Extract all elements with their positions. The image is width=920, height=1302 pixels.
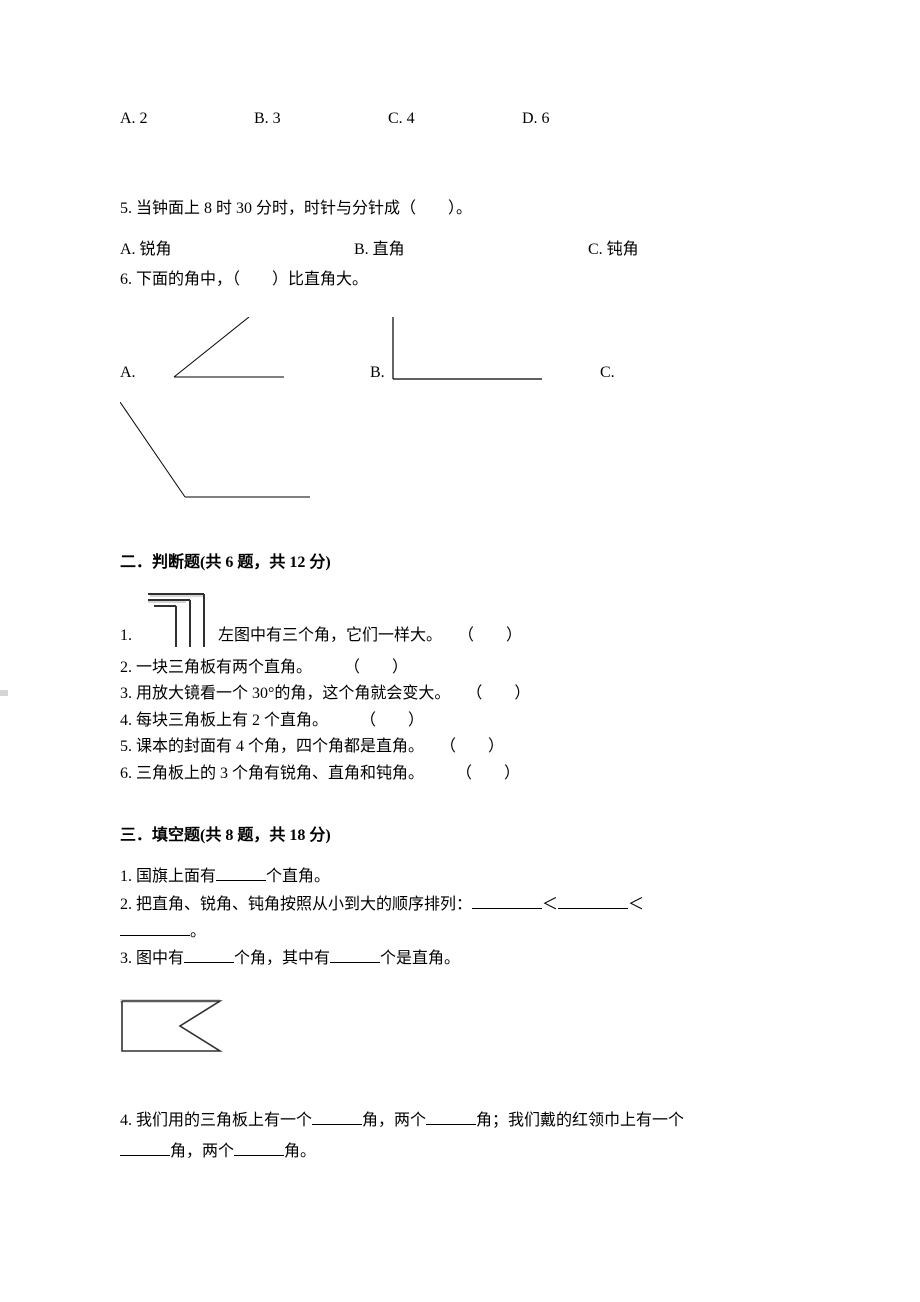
fill-3-c: 个是直角。	[380, 950, 460, 967]
fill-3-b: 个角，其中有	[234, 950, 330, 967]
blank	[234, 1140, 284, 1156]
q5-text: 5. 当钟面上 8 时 30 分时，时针与分针成（ ）。	[120, 198, 800, 220]
fill-2-end: 。	[190, 923, 206, 940]
fill-1: 1. 国旗上面有 个直角。	[120, 865, 800, 888]
fill-3: 3. 图中有 个角，其中有 个是直角。	[120, 947, 800, 970]
judge-5: 5. 课本的封面有 4 个角，四个角都是直角。 （ ）	[120, 736, 800, 758]
blank	[120, 1140, 170, 1156]
fill-4-c: 角；我们戴的红领巾上有一个	[476, 1112, 684, 1129]
fill-4-e: 角。	[284, 1143, 316, 1160]
q4-opt-d: D. 6	[522, 108, 652, 130]
judge-1-num: 1.	[120, 625, 132, 647]
fill-2-line2: 。	[120, 920, 800, 943]
blank	[120, 920, 190, 936]
fill-1-a: 1. 国旗上面有	[120, 868, 216, 885]
fill-2: 2. 把直角、锐角、钝角按照从小到大的顺序排列： ＜ ＜	[120, 893, 800, 916]
q6-label-a: A.	[120, 362, 136, 384]
section3-header: 三．填空题(共 8 题，共 18 分)	[120, 825, 800, 847]
q5-opt-b: B. 直角	[354, 239, 584, 261]
q6-angle-b-icon	[392, 317, 552, 385]
q4-opt-c: C. 4	[388, 108, 518, 130]
q6-angle-a-icon	[144, 317, 294, 382]
section2-header: 二．判断题(共 6 题，共 12 分)	[120, 552, 800, 574]
fill-2-a: 2. 把直角、锐角、钝角按照从小到大的顺序排列：	[120, 896, 472, 913]
fill-3-a: 3. 图中有	[120, 950, 184, 967]
judge-1: 1. 左图中有三个角，它们一样大。 （ ）	[120, 592, 800, 647]
q5-opt-c: C. 钝角	[588, 239, 708, 261]
q4-options: A. 2 B. 3 C. 4 D. 6	[120, 108, 800, 130]
blank	[472, 893, 542, 909]
nested-angles-icon	[132, 592, 212, 647]
fill-4-d: 角，两个	[170, 1143, 234, 1160]
q4-opt-a: A. 2	[120, 108, 250, 130]
fill-4: 4. 我们用的三角板上有一个角，两个角；我们戴的红领巾上有一个 角，两个角。	[120, 1106, 800, 1167]
lt1: ＜	[542, 896, 558, 913]
fill-4-a: 4. 我们用的三角板上有一个	[120, 1112, 312, 1129]
q6-text: 6. 下面的角中，（ ）比直角大。	[120, 269, 800, 291]
blank	[426, 1109, 476, 1125]
lt2: ＜	[628, 896, 644, 913]
fill-4-b: 角，两个	[362, 1112, 426, 1129]
judge-2: 2. 一块三角板有两个直角。 （ ）	[120, 657, 800, 679]
arrow-polygon-icon	[120, 999, 230, 1059]
page-stub-left-icon	[0, 690, 10, 696]
judge-1-text: 左图中有三个角，它们一样大。 （ ）	[218, 625, 522, 647]
q6-angle-c-wrap	[120, 402, 320, 512]
q6-angle-c-icon	[120, 402, 320, 502]
fill-1-b: 个直角。	[266, 868, 330, 885]
blank	[184, 947, 234, 963]
blank	[216, 865, 266, 881]
judge-6: 6. 三角板上的 3 个角有锐角、直角和钝角。 （ ）	[120, 763, 800, 785]
q6-figures-row: A. B. C.	[120, 322, 800, 392]
blank	[312, 1109, 362, 1125]
blank	[558, 893, 628, 909]
q5-opt-a: A. 锐角	[120, 239, 350, 261]
q5-options: A. 锐角 B. 直角 C. 钝角	[120, 239, 800, 261]
q4-opt-b: B. 3	[254, 108, 384, 130]
judge-4: 4. 每块三角板上有 2 个直角。 （ ）	[120, 710, 800, 732]
q6-label-b: B.	[370, 362, 385, 384]
blank	[330, 947, 380, 963]
judge-3: 3. 用放大镜看一个 30°的角，这个角就会变大。 （ ）	[120, 683, 800, 705]
q6-label-c: C.	[600, 362, 615, 384]
